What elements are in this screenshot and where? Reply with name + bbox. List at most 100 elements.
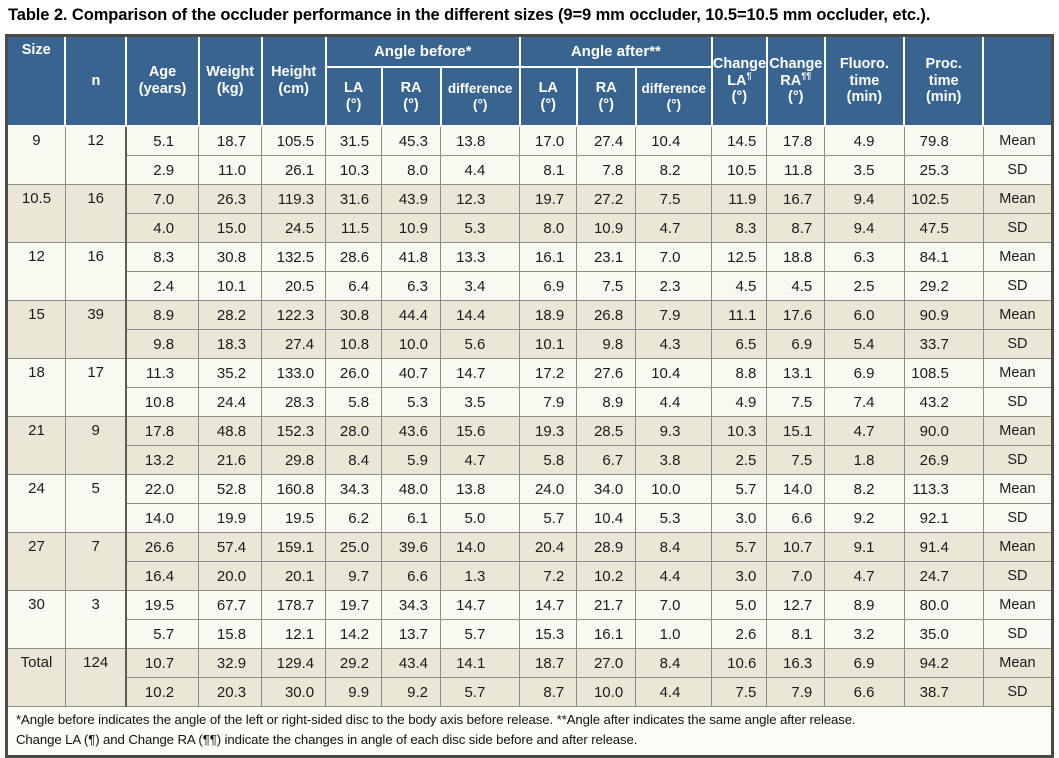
stat-label-cell: Mean xyxy=(982,125,1054,156)
value-cell: 4.9 xyxy=(711,387,768,417)
col-header-fluoro-time: Fluoro. time (min) xyxy=(823,34,906,127)
value-cell: 45.3 xyxy=(381,125,442,156)
value-cell: 1.8 xyxy=(824,445,905,475)
value-cell: 10.2 xyxy=(125,677,200,707)
value-cell: 1.0 xyxy=(635,619,713,649)
col-header-difference-after: difference (°) xyxy=(634,66,713,127)
value-cell: 35.2 xyxy=(198,358,263,388)
table-body: 9 12 5.1 18.7 105.5 31.5 45.3 13.8 17.0 27.4 10.4 1… xyxy=(6,125,1054,707)
value-cell: 44.4 xyxy=(381,300,442,330)
value-cell: 20.1 xyxy=(261,561,327,591)
value-cell: 7.0 xyxy=(635,242,713,272)
value-cell: 10.7 xyxy=(766,532,826,562)
value-cell: 6.9 xyxy=(824,648,905,678)
value-cell: 14.0 xyxy=(766,474,826,504)
table-row: 12 16 8.3 30.8 132.5 28.6 41.8 13.3 16.1 23.1 7.0 1… xyxy=(6,242,1054,301)
value-cell: 3.2 xyxy=(824,619,905,649)
value-cell: 5.7 xyxy=(711,474,768,504)
value-cell: 6.6 xyxy=(766,503,826,533)
value-cell: 41.8 xyxy=(381,242,442,272)
value-cell: 4.9 xyxy=(824,125,905,156)
value-cell: 10.5 xyxy=(711,155,768,185)
value-cell: 34.3 xyxy=(381,590,442,620)
value-cell: 7.5 xyxy=(576,271,637,301)
value-cell: 24.5 xyxy=(261,213,327,243)
value-cell: 14.7 xyxy=(519,590,578,620)
value-cell: 5.7 xyxy=(125,619,200,649)
size-cell: 18 xyxy=(6,358,66,417)
value-cell: 133.0 xyxy=(261,358,327,388)
table-row: 21 9 17.8 48.8 152.3 28.0 43.6 15.6 19.3 28.5 9.3 1… xyxy=(6,416,1054,475)
value-cell: 31.6 xyxy=(325,184,383,214)
value-cell: 28.0 xyxy=(325,416,383,446)
n-cell: 9 xyxy=(64,416,128,475)
value-cell: 10.9 xyxy=(381,213,442,243)
value-cell: 5.7 xyxy=(440,677,521,707)
value-cell: 7.5 xyxy=(711,677,768,707)
value-cell: 40.7 xyxy=(381,358,442,388)
value-cell: 7.8 xyxy=(576,155,637,185)
size-cell: 27 xyxy=(6,532,66,591)
value-cell: 14.2 xyxy=(325,619,383,649)
value-cell: 5.4 xyxy=(824,329,905,359)
value-cell: 28.3 xyxy=(261,387,327,417)
value-cell: 5.0 xyxy=(440,503,521,533)
value-cell: 11.3 xyxy=(125,358,200,388)
value-cell: 34.3 xyxy=(325,474,383,504)
table-footer: *Angle before indicates the angle of the… xyxy=(6,706,1053,757)
value-cell: 5.8 xyxy=(519,445,578,475)
col-header-height-line1: Height xyxy=(271,64,317,81)
value-cell: 4.4 xyxy=(635,387,713,417)
value-cell: 14.4 xyxy=(440,300,521,330)
value-cell: 17.8 xyxy=(766,125,826,156)
value-cell: 13.2 xyxy=(125,445,200,475)
table-row: 13.2 21.6 29.8 8.4 5.9 4.7 5.8 6.7 3.8 2.5 7.5 1.8 2… xyxy=(7,445,1054,475)
value-cell: 8.9 xyxy=(576,387,637,417)
value-cell: 7.0 xyxy=(766,561,826,591)
footnote-line-1: *Angle before indicates the angle of the… xyxy=(16,712,856,727)
value-cell: 3.8 xyxy=(635,445,713,475)
value-cell: 14.7 xyxy=(440,358,521,388)
value-cell: 52.8 xyxy=(198,474,263,504)
value-cell: 25.0 xyxy=(325,532,383,562)
value-cell: 9.4 xyxy=(824,184,905,214)
col-header-change-la-line1: Change xyxy=(712,55,767,72)
col-header-change-ra: Change RA¶¶ (°) xyxy=(765,34,826,127)
value-cell: 12.3 xyxy=(440,184,521,214)
value-cell: 8.0 xyxy=(519,213,578,243)
value-cell: 10.1 xyxy=(519,329,578,359)
value-cell: 90.9 xyxy=(903,300,984,330)
value-cell: 8.4 xyxy=(325,445,383,475)
value-cell: 9.2 xyxy=(824,503,905,533)
value-cell: 15.0 xyxy=(198,213,263,243)
value-cell: 4.4 xyxy=(635,677,713,707)
value-cell: 6.3 xyxy=(381,271,442,301)
value-cell: 132.5 xyxy=(261,242,327,272)
value-cell: 8.9 xyxy=(125,300,200,330)
value-cell: 8.4 xyxy=(635,648,713,678)
value-cell: 19.9 xyxy=(198,503,263,533)
value-cell: 9.7 xyxy=(325,561,383,591)
value-cell: 80.0 xyxy=(903,590,984,620)
value-cell: 113.3 xyxy=(903,474,984,504)
table-row: 9.8 18.3 27.4 10.8 10.0 5.6 10.1 9.8 4.3 6.5 6.9 5.… xyxy=(7,329,1054,359)
header-row-groups: Size n Age (years) Weight (kg) Height (c… xyxy=(5,34,1054,127)
value-cell: 31.5 xyxy=(325,125,383,156)
value-cell: 94.2 xyxy=(903,648,984,678)
value-cell: 9.1 xyxy=(824,532,905,562)
value-cell: 27.2 xyxy=(576,184,637,214)
value-cell: 5.3 xyxy=(635,503,713,533)
value-cell: 10.9 xyxy=(576,213,637,243)
value-cell: 5.7 xyxy=(711,532,768,562)
value-cell: 26.8 xyxy=(576,300,637,330)
value-cell: 48.8 xyxy=(198,416,263,446)
value-cell: 35.0 xyxy=(903,619,984,649)
value-cell: 2.5 xyxy=(711,445,768,475)
value-cell: 4.7 xyxy=(635,213,713,243)
value-cell: 18.7 xyxy=(519,648,578,678)
value-cell: 4.4 xyxy=(635,561,713,591)
value-cell: 2.9 xyxy=(125,155,200,185)
value-cell: 11.8 xyxy=(766,155,826,185)
stat-label-cell: Mean xyxy=(982,242,1054,272)
n-cell: 124 xyxy=(64,648,128,707)
